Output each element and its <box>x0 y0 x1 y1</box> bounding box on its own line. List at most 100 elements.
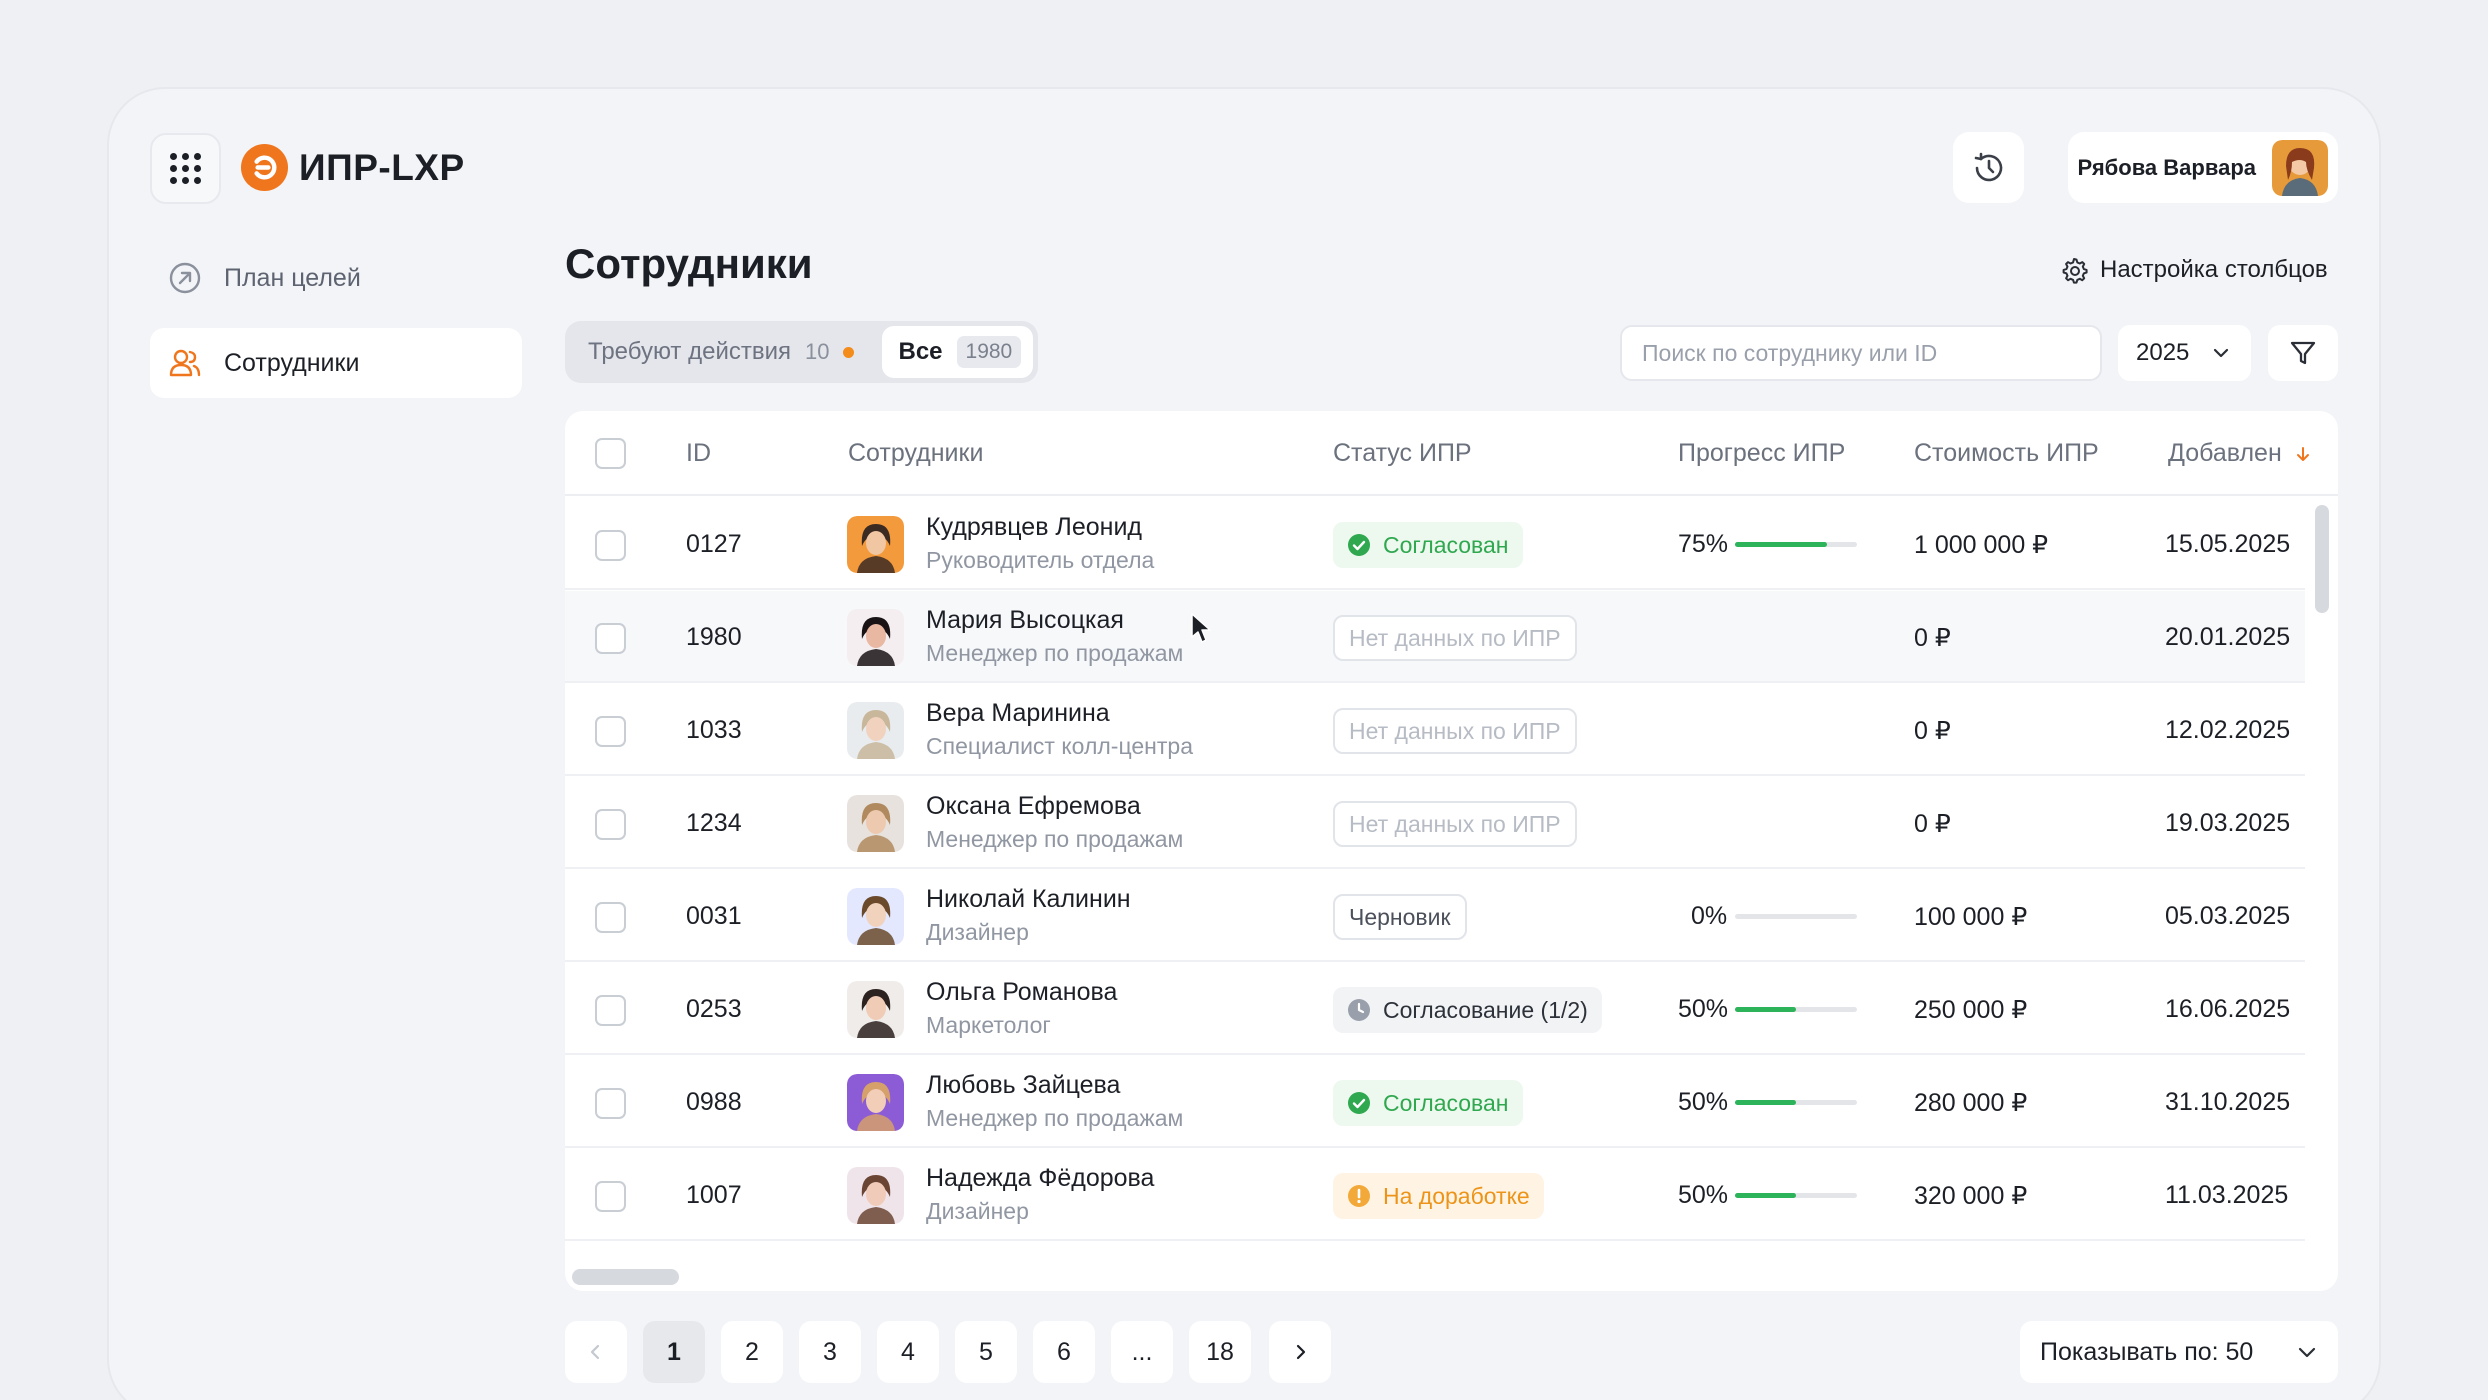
page-button[interactable]: 5 <box>955 1321 1017 1383</box>
row-checkbox[interactable] <box>595 716 626 747</box>
next-page-button[interactable] <box>1269 1321 1331 1383</box>
progress-bar-fill <box>1735 1100 1796 1105</box>
employee-id: 0988 <box>686 1088 742 1116</box>
status-badge: Нет данных по ИПР <box>1333 708 1577 754</box>
row-checkbox[interactable] <box>595 809 626 840</box>
per-page-label: Показывать по: 50 <box>2040 1337 2254 1366</box>
user-profile[interactable]: Рябова Варвара <box>2068 132 2338 203</box>
page-button[interactable]: 3 <box>799 1321 861 1383</box>
sidebar-item-employees[interactable]: Сотрудники <box>150 328 522 398</box>
app-logo[interactable]: ИПР-LXP <box>240 143 465 192</box>
employee-avatar <box>847 516 904 573</box>
app-name: ИПР-LXP <box>299 146 465 188</box>
progress-bar-fill <box>1735 1193 1796 1198</box>
row-checkbox[interactable] <box>595 1088 626 1119</box>
table-row[interactable]: 0031 Николай Калинин Дизайнер Черновик 0% 100… <box>565 870 2305 962</box>
prev-page-button[interactable] <box>565 1321 627 1383</box>
employee-avatar <box>847 981 904 1038</box>
row-checkbox[interactable] <box>595 530 626 561</box>
status-badge: На доработке <box>1333 1173 1544 1219</box>
employee-id: 1007 <box>686 1181 742 1209</box>
progress-bar <box>1735 1193 1857 1198</box>
status-badge: Согласование (1/2) <box>1333 987 1602 1033</box>
filter-button[interactable] <box>2268 325 2338 381</box>
tab-all[interactable]: Все 1980 <box>882 326 1034 378</box>
employee-role: Специалист колл-центра <box>926 733 1193 759</box>
added-date: 19.03.2025 <box>2165 809 2291 837</box>
table-row[interactable]: 1234 Оксана Ефремова Менеджер по продажам Н… <box>565 777 2305 869</box>
employee-name[interactable]: Мария Высоцкая <box>926 606 1124 634</box>
goal-arrow-icon <box>169 262 201 294</box>
row-checkbox[interactable] <box>595 623 626 654</box>
ipr-cost: 0 ₽ <box>1914 717 1951 745</box>
added-date: 16.06.2025 <box>2165 995 2291 1023</box>
ipr-cost: 320 000 ₽ <box>1914 1182 2028 1210</box>
employee-name[interactable]: Вера Маринина <box>926 699 1110 727</box>
select-all-checkbox[interactable] <box>595 438 626 469</box>
progress-percent: 0% <box>1691 902 1728 930</box>
status-label: Согласован <box>1383 1089 1509 1116</box>
row-checkbox[interactable] <box>595 902 626 933</box>
employee-role: Менеджер по продажам <box>926 826 1184 852</box>
page-button[interactable]: 2 <box>721 1321 783 1383</box>
employee-name[interactable]: Николай Калинин <box>926 885 1131 913</box>
progress-percent: 50% <box>1678 1181 1729 1209</box>
chevron-left-icon <box>590 1344 600 1360</box>
table-row[interactable]: 1033 Вера Маринина Специалист колл-центра Н… <box>565 684 2305 776</box>
employee-name[interactable]: Любовь Зайцева <box>926 1071 1121 1099</box>
status-badge: Черновик <box>1333 894 1467 940</box>
page-button[interactable]: 6 <box>1033 1321 1095 1383</box>
employee-name[interactable]: Кудрявцев Леонид <box>926 513 1143 541</box>
progress-percent: 75% <box>1678 530 1729 558</box>
horizontal-scrollbar[interactable] <box>572 1269 679 1285</box>
employee-avatar <box>847 795 904 852</box>
column-header-cost[interactable]: Стоимость ИПР <box>1914 439 2099 467</box>
table-row[interactable]: 0253 Ольга Романова Маркетолог Согласование… <box>565 963 2305 1055</box>
page-button[interactable]: 18 <box>1189 1321 1251 1383</box>
added-date: 12.02.2025 <box>2165 716 2291 744</box>
employee-name[interactable]: Ольга Романова <box>926 978 1118 1006</box>
year-select[interactable]: 2025 <box>2118 325 2251 381</box>
table-row[interactable]: 1007 Надежда Фёдорова Дизайнер На доработке… <box>565 1149 2305 1241</box>
status-label: Нет данных по ИПР <box>1349 810 1561 837</box>
search-input[interactable] <box>1620 325 2102 381</box>
table-header: ID Сотрудники Статус ИПР Прогресс ИПР Ст… <box>565 411 2338 496</box>
status-badge: Согласован <box>1333 522 1523 568</box>
status-label: Нет данных по ИПР <box>1349 717 1561 744</box>
page-title: Сотрудники <box>565 240 813 287</box>
table-row[interactable]: 0988 Любовь Зайцева Менеджер по продажам Со… <box>565 1056 2305 1148</box>
table-row[interactable]: 1980 Мария Высоцкая Менеджер по продажам Не… <box>565 591 2305 683</box>
employee-avatar <box>847 1167 904 1224</box>
vertical-scrollbar[interactable] <box>2315 505 2329 613</box>
ipr-cost: 100 000 ₽ <box>1914 903 2028 931</box>
table-row[interactable]: 0127 Кудрявцев Леонид Руководитель отдела С… <box>565 498 2305 590</box>
sidebar-item-label: Сотрудники <box>224 348 360 377</box>
row-checkbox[interactable] <box>595 1181 626 1212</box>
column-header-employees[interactable]: Сотрудники <box>848 439 984 467</box>
per-page-select[interactable]: Показывать по: 50 <box>2020 1321 2338 1383</box>
page-button[interactable]: 4 <box>877 1321 939 1383</box>
gear-icon <box>2062 258 2088 284</box>
page-ellipsis[interactable]: ... <box>1111 1321 1173 1383</box>
history-button[interactable] <box>1953 132 2024 203</box>
progress-percent: 50% <box>1678 995 1729 1023</box>
apps-menu-button[interactable] <box>150 133 221 204</box>
column-settings-label: Настройка столбцов <box>2100 256 2328 283</box>
sort-desc-icon <box>2296 447 2309 462</box>
ipr-cost: 250 000 ₽ <box>1914 996 2028 1024</box>
employee-avatar <box>847 609 904 666</box>
employee-name[interactable]: Оксана Ефремова <box>926 792 1141 820</box>
history-icon <box>1974 152 2002 181</box>
check-circle-icon <box>1348 534 1370 556</box>
column-header-progress[interactable]: Прогресс ИПР <box>1678 439 1846 467</box>
column-settings-button[interactable]: Настройка столбцов <box>2060 256 2328 284</box>
column-header-status[interactable]: Статус ИПР <box>1333 439 1472 467</box>
row-checkbox[interactable] <box>595 995 626 1026</box>
employee-name[interactable]: Надежда Фёдорова <box>926 1164 1155 1192</box>
column-header-added[interactable]: Добавлен <box>2168 439 2311 468</box>
column-header-id[interactable]: ID <box>686 439 711 467</box>
tab-needs-action[interactable]: Требуют действия 10 <box>570 326 872 378</box>
page-button[interactable]: 1 <box>643 1321 705 1383</box>
progress-bar <box>1735 1007 1857 1012</box>
sidebar-item-goals[interactable]: План целей <box>150 243 522 313</box>
